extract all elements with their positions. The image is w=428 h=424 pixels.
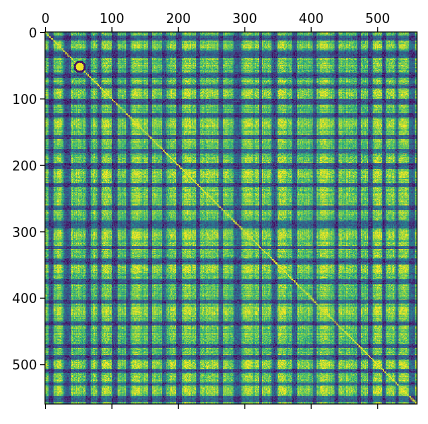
y-tick-label: 500 (12, 359, 37, 374)
y-axis-left: 0 100 200 300 400 500 (12, 27, 45, 374)
x-tick-label: 100 (100, 12, 125, 27)
heatmap-area (45, 32, 417, 404)
y-tick-label: 200 (12, 159, 37, 174)
x-tick-label: 500 (365, 12, 390, 27)
x-tick-label: 200 (166, 12, 191, 27)
x-tick-label: 300 (232, 12, 257, 27)
x-tick-label: 0 (41, 12, 49, 27)
x-tick-label: 400 (299, 12, 324, 27)
y-tick-label: 0 (29, 27, 37, 42)
y-tick-label: 100 (12, 93, 37, 108)
heatmap-image (45, 32, 417, 404)
y-tick-label: 300 (12, 226, 37, 241)
y-tick-label: 400 (12, 292, 37, 307)
